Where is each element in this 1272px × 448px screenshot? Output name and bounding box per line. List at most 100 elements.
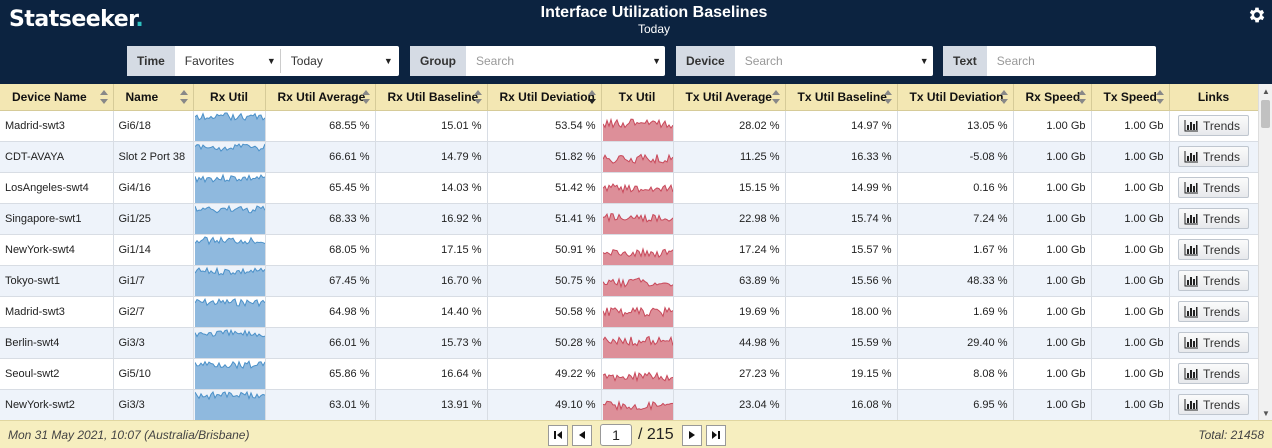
column-header-name[interactable]: Name (113, 84, 194, 111)
time-preset-select[interactable]: Favorites ▼ (175, 46, 280, 76)
last-page-button[interactable] (705, 424, 726, 446)
column-header-tx-util-baseline[interactable]: Tx Util Baseline (785, 84, 898, 111)
device-name-cell[interactable]: Tokyo-swt1 (0, 265, 114, 297)
sort-descending-icon[interactable] (587, 89, 597, 105)
rx-util-sparkline[interactable] (193, 296, 266, 328)
interface-name-cell[interactable]: Gi1/14 (113, 234, 194, 266)
time-range-select[interactable]: Today ▼ (281, 46, 397, 76)
device-name-cell[interactable]: NewYork-swt4 (0, 234, 114, 266)
trends-button[interactable]: Trends (1178, 394, 1249, 415)
device-search-input[interactable]: Search ▼ (735, 46, 933, 76)
tx-util-sparkline[interactable] (601, 389, 674, 421)
device-name-cell[interactable]: Madrid-swt3 (0, 296, 114, 328)
trends-button[interactable]: Trends (1178, 332, 1249, 353)
device-name-cell[interactable]: CDT-AVAYA (0, 141, 114, 173)
report-title-block: Interface Utilization Baselines Today (0, 4, 1272, 36)
interface-name-cell[interactable]: Gi5/10 (113, 358, 194, 390)
column-header-tx-speed[interactable]: Tx Speed (1091, 84, 1170, 111)
sort-icon[interactable] (771, 89, 781, 105)
previous-page-button[interactable] (572, 424, 592, 446)
device-name-cell[interactable]: Berlin-swt4 (0, 327, 114, 359)
tx-util-sparkline[interactable] (601, 203, 674, 235)
device-name-cell[interactable]: NewYork-swt2 (0, 389, 114, 421)
vertical-scrollbar[interactable]: ▲ ▼ (1258, 84, 1272, 420)
rx-speed-cell: 1.00 Gb (1013, 265, 1092, 297)
first-page-button[interactable] (548, 424, 568, 446)
gear-icon[interactable] (1247, 5, 1267, 25)
trends-button[interactable]: Trends (1178, 301, 1249, 322)
column-header-row: Device Name Name Rx Util Rx Util Average… (0, 84, 1259, 111)
scroll-down-arrow-icon[interactable]: ▼ (1262, 409, 1270, 418)
interface-name-cell[interactable]: Gi4/16 (113, 172, 194, 204)
device-name-cell[interactable]: Seoul-swt2 (0, 358, 114, 390)
tx-util-baseline-cell: 15.56 % (785, 265, 898, 297)
trends-label: Trends (1203, 180, 1240, 195)
scrollbar-thumb[interactable] (1261, 100, 1270, 128)
links-cell: Trends (1169, 203, 1259, 235)
rx-util-deviation-cell: 51.41 % (487, 203, 602, 235)
table-row: Madrid-swt3 Gi6/18 68.55 % 15.01 % 53.54… (0, 110, 1259, 142)
interface-name-cell[interactable]: Gi3/3 (113, 327, 194, 359)
tx-util-baseline-cell: 18.00 % (785, 296, 898, 328)
column-header-tx-util-average[interactable]: Tx Util Average (673, 84, 786, 111)
sort-icon[interactable] (361, 89, 371, 105)
device-name-cell[interactable]: LosAngeles-swt4 (0, 172, 114, 204)
column-header-rx-speed[interactable]: Rx Speed (1013, 84, 1092, 111)
trends-button[interactable]: Trends (1178, 239, 1249, 260)
sort-icon[interactable] (1155, 89, 1165, 105)
sort-icon[interactable] (883, 89, 893, 105)
sort-icon[interactable] (473, 89, 483, 105)
scroll-up-arrow-icon[interactable]: ▲ (1262, 87, 1270, 96)
tx-util-sparkline[interactable] (601, 110, 674, 142)
sort-icon[interactable] (99, 89, 109, 105)
tx-util-sparkline[interactable] (601, 358, 674, 390)
tx-util-sparkline[interactable] (601, 141, 674, 173)
time-filter: Time Favorites ▼ Today ▼ (127, 46, 399, 76)
group-search-input[interactable]: Search ▼ (466, 46, 665, 76)
column-header-rx-util-deviation[interactable]: Rx Util Deviation (487, 84, 602, 111)
statseeker-logo[interactable]: Statseeker. (9, 7, 144, 32)
column-header-device-name[interactable]: Device Name (0, 84, 114, 111)
rx-util-deviation-cell: 49.10 % (487, 389, 602, 421)
device-name-cell[interactable]: Singapore-swt1 (0, 203, 114, 235)
rx-util-sparkline[interactable] (193, 327, 266, 359)
trends-button[interactable]: Trends (1178, 115, 1249, 136)
rx-util-sparkline[interactable] (193, 389, 266, 421)
trends-button[interactable]: Trends (1178, 208, 1249, 229)
column-header-rx-util-average[interactable]: Rx Util Average (265, 84, 376, 111)
tx-util-sparkline[interactable] (601, 265, 674, 297)
rx-util-sparkline[interactable] (193, 234, 266, 266)
sort-icon[interactable] (179, 89, 189, 105)
interface-name-cell[interactable]: Slot 2 Port 38 (113, 141, 194, 173)
trends-button[interactable]: Trends (1178, 177, 1249, 198)
interface-name-cell[interactable]: Gi1/7 (113, 265, 194, 297)
sort-icon[interactable] (1077, 89, 1087, 105)
rx-util-sparkline[interactable] (193, 141, 266, 173)
tx-util-sparkline[interactable] (601, 234, 674, 266)
sort-icon[interactable] (999, 89, 1009, 105)
tx-util-sparkline[interactable] (601, 296, 674, 328)
tx-util-average-cell: 22.98 % (673, 203, 786, 235)
rx-util-sparkline[interactable] (193, 265, 266, 297)
rx-util-sparkline[interactable] (193, 358, 266, 390)
next-page-button[interactable] (681, 424, 702, 446)
page-number-input[interactable]: 1 (600, 424, 632, 446)
trends-button[interactable]: Trends (1178, 270, 1249, 291)
tx-util-sparkline[interactable] (601, 327, 674, 359)
device-name-cell[interactable]: Madrid-swt3 (0, 110, 114, 142)
interface-name-cell[interactable]: Gi3/3 (113, 389, 194, 421)
column-header-rx-util-baseline[interactable]: Rx Util Baseline (375, 84, 488, 111)
trends-button[interactable]: Trends (1178, 363, 1249, 384)
interface-name-cell[interactable]: Gi1/25 (113, 203, 194, 235)
rx-util-sparkline[interactable] (193, 172, 266, 204)
rx-util-sparkline[interactable] (193, 203, 266, 235)
rx-util-deviation-cell: 49.22 % (487, 358, 602, 390)
links-cell: Trends (1169, 172, 1259, 204)
column-header-tx-util-deviation[interactable]: Tx Util Deviation (897, 84, 1014, 111)
rx-util-sparkline[interactable] (193, 110, 266, 142)
interface-name-cell[interactable]: Gi6/18 (113, 110, 194, 142)
trends-button[interactable]: Trends (1178, 146, 1249, 167)
text-search-input[interactable]: Search (996, 54, 1035, 68)
tx-util-sparkline[interactable] (601, 172, 674, 204)
interface-name-cell[interactable]: Gi2/7 (113, 296, 194, 328)
